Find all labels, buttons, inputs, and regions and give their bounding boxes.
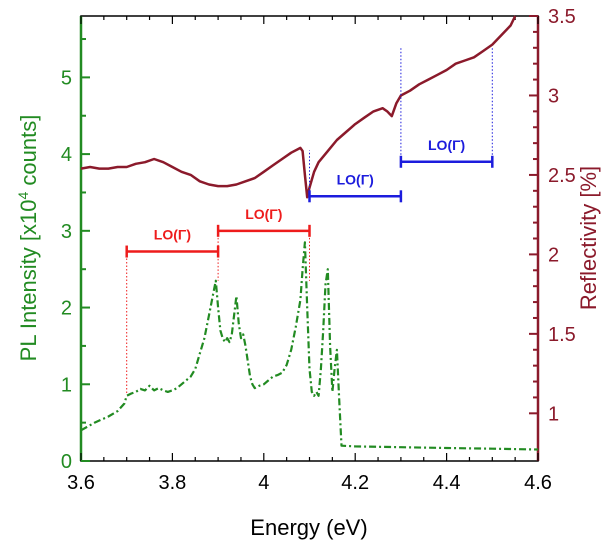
- left-y-tick-label: 5: [61, 67, 72, 89]
- lo-annotations: LO(Γ) LO(Γ) LO(Γ) LO(Γ): [125, 48, 494, 396]
- lo-annotation: LO(Γ): [125, 227, 220, 396]
- left-axis-title-suffix: counts]: [16, 115, 41, 192]
- left-axis-title-sup: 4: [15, 192, 31, 200]
- x-tick-label: 4.6: [524, 472, 552, 494]
- lo-annotation: LO(Γ): [216, 206, 311, 281]
- tick-labels: 3.6 3.8 4 4.2 4.4 4.6 0 1 2 3 4 5 1 1.5 2 2.5 3 3.5: [61, 6, 576, 494]
- x-tick-label: 4.2: [341, 472, 369, 494]
- lo-annotation: LO(Γ): [308, 150, 403, 203]
- left-y-tick-label: 3: [61, 221, 72, 243]
- right-y-tick-label: 3: [548, 85, 559, 107]
- x-tick-label: 3.6: [67, 472, 95, 494]
- right-y-tick-label: 1: [548, 403, 559, 425]
- left-y-tick-label: 0: [61, 451, 72, 473]
- right-y-tick-label: 2: [548, 244, 559, 266]
- x-axis-title: Energy (eV): [250, 515, 367, 540]
- right-axis-title: Reflectivity [%]: [576, 166, 601, 310]
- pl-intensity-series: [80, 241, 539, 451]
- right-y-tick-label: 3.5: [548, 6, 576, 28]
- lo-label: LO(Γ): [428, 137, 465, 153]
- left-axis-title-prefix: PL Intensity [x10: [16, 200, 41, 362]
- lo-label: LO(Γ): [337, 171, 374, 187]
- x-tick-label: 4.4: [433, 472, 461, 494]
- lo-label: LO(Γ): [154, 227, 191, 243]
- right-y-tick-label: 2.5: [548, 165, 576, 187]
- right-y-tick-label: 1.5: [548, 324, 576, 346]
- lo-label: LO(Γ): [245, 206, 282, 222]
- left-y-tick-label: 2: [61, 298, 72, 320]
- tick-marks: [80, 15, 539, 462]
- x-tick-label: 4: [258, 472, 269, 494]
- series-layer: [80, 15, 539, 451]
- x-tick-label: 3.8: [158, 472, 186, 494]
- left-y-tick-label: 1: [61, 374, 72, 396]
- reflectivity-series: [80, 15, 517, 199]
- lo-annotation: LO(Γ): [399, 48, 494, 168]
- left-y-tick-label: 4: [61, 144, 72, 166]
- left-axis-title: PL Intensity [x104 counts]: [15, 115, 41, 362]
